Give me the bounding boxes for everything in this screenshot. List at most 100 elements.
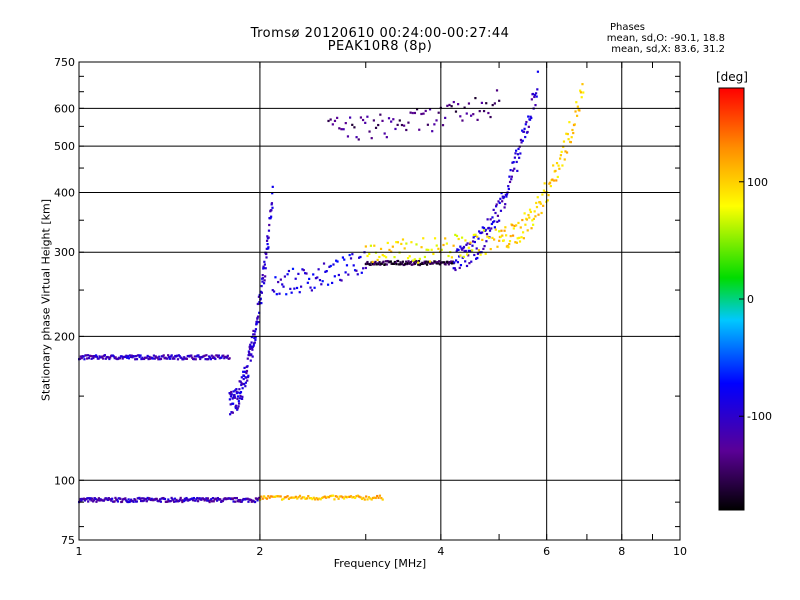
data-point xyxy=(528,208,532,211)
data-point xyxy=(326,283,330,286)
data-point xyxy=(529,210,532,214)
data-point xyxy=(269,495,273,498)
data-point xyxy=(389,260,392,263)
data-point xyxy=(252,329,255,333)
data-point xyxy=(489,115,492,119)
data-point xyxy=(232,500,235,503)
data-point xyxy=(324,270,327,273)
data-point xyxy=(236,408,239,411)
data-point xyxy=(271,206,274,209)
data-point xyxy=(134,355,138,358)
data-point xyxy=(314,498,317,501)
data-point xyxy=(528,118,532,121)
data-point xyxy=(523,127,526,130)
data-point xyxy=(209,358,213,361)
data-point xyxy=(559,157,562,160)
data-point xyxy=(372,263,376,266)
data-point xyxy=(256,315,260,318)
data-point xyxy=(508,180,512,184)
data-point xyxy=(79,497,82,501)
data-point xyxy=(542,189,546,192)
data-point xyxy=(79,355,82,358)
data-point xyxy=(337,497,340,500)
data-point xyxy=(507,246,510,249)
data-point xyxy=(437,111,440,114)
data-point xyxy=(196,496,199,500)
data-point xyxy=(242,377,245,381)
data-point xyxy=(525,218,529,221)
data-point xyxy=(268,223,271,227)
data-point xyxy=(354,496,357,500)
data-point xyxy=(566,132,569,136)
data-point xyxy=(254,328,258,331)
data-point xyxy=(336,260,339,263)
data-point xyxy=(535,92,538,95)
data-point xyxy=(177,499,181,503)
data-point xyxy=(129,500,132,503)
data-point xyxy=(159,500,162,503)
data-point xyxy=(293,496,296,499)
data-point xyxy=(339,278,342,282)
data-point xyxy=(307,495,310,498)
y-axis-ticks: 75 100 200 300 400 500 600 750 xyxy=(54,56,680,547)
data-point xyxy=(478,110,481,113)
data-point xyxy=(223,357,226,360)
data-point xyxy=(420,246,423,249)
data-point xyxy=(260,291,263,294)
data-point xyxy=(493,220,496,223)
data-point xyxy=(472,113,475,116)
data-point xyxy=(119,497,122,500)
data-point xyxy=(351,496,354,499)
data-point xyxy=(153,357,156,360)
data-point xyxy=(230,393,233,396)
data-point xyxy=(515,149,518,152)
data-point xyxy=(331,494,335,497)
data-point xyxy=(331,123,334,126)
data-point xyxy=(444,116,447,119)
data-point xyxy=(305,272,308,275)
data-point xyxy=(442,261,446,264)
data-point xyxy=(388,248,391,252)
data-point xyxy=(225,356,229,359)
data-point xyxy=(267,246,270,249)
data-point xyxy=(347,273,350,276)
data-point xyxy=(401,260,405,263)
data-point xyxy=(371,496,375,500)
data-point xyxy=(403,247,406,250)
data-point xyxy=(257,320,260,324)
data-point xyxy=(515,224,518,227)
data-point xyxy=(579,91,583,94)
y-axis-label: Stationary phase Virtual Height [km] xyxy=(39,198,53,402)
data-point xyxy=(274,495,277,498)
data-point xyxy=(232,390,235,393)
data-point xyxy=(428,260,432,263)
data-point xyxy=(146,496,149,500)
y-tick-label: 200 xyxy=(54,330,75,343)
data-point xyxy=(458,266,461,270)
data-point xyxy=(261,497,264,500)
data-point xyxy=(467,246,470,249)
data-point xyxy=(380,496,383,500)
data-point xyxy=(432,252,435,256)
data-point xyxy=(300,497,303,500)
data-point xyxy=(466,253,469,256)
data-point xyxy=(414,259,417,263)
data-point xyxy=(400,123,404,127)
data-point xyxy=(387,117,391,120)
data-point xyxy=(536,70,540,73)
data-point xyxy=(385,263,388,266)
data-point xyxy=(261,280,264,283)
data-point xyxy=(381,119,384,122)
data-point xyxy=(256,499,259,502)
data-point xyxy=(536,88,539,91)
data-point xyxy=(308,497,311,500)
data-point xyxy=(172,356,175,359)
data-point xyxy=(240,383,243,387)
data-point xyxy=(574,110,577,113)
data-point xyxy=(347,495,350,499)
data-point xyxy=(512,227,515,230)
data-point xyxy=(450,105,453,108)
data-point xyxy=(83,499,86,502)
data-point xyxy=(536,196,539,199)
data-point xyxy=(235,390,238,393)
